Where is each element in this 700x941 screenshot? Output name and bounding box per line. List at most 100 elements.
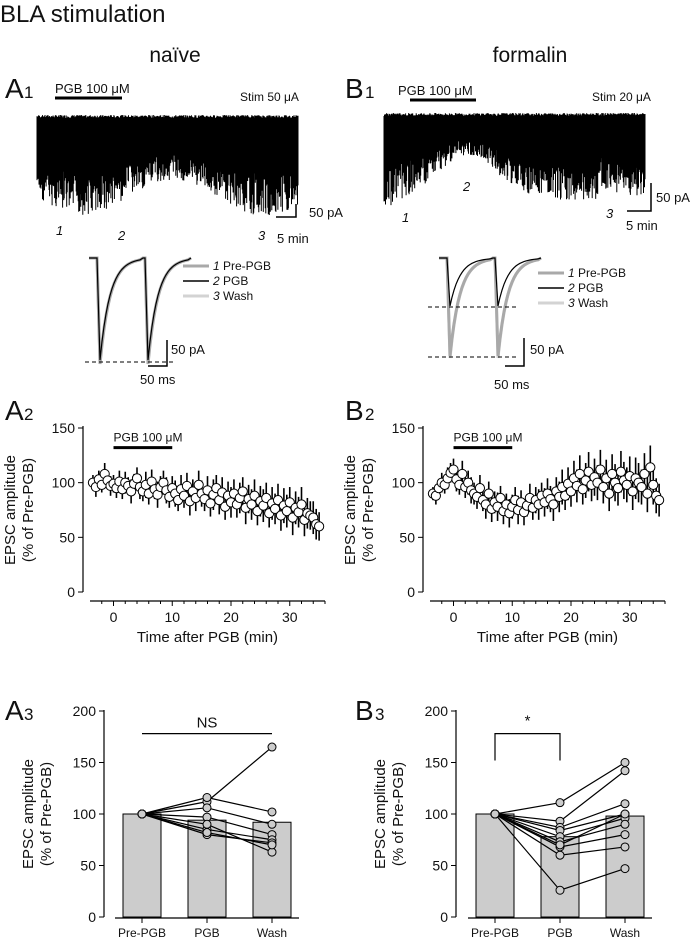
data-point [645, 462, 656, 473]
y-tick-label: 150 [392, 420, 416, 436]
y-axis-label: EPSC amplitude [2, 455, 19, 565]
y-tick-label: 200 [425, 703, 449, 719]
legend-label: Wash [578, 296, 608, 310]
svg-text:2: 2 [24, 405, 33, 424]
x-tick-label: 10 [504, 609, 520, 625]
inset-wave-wash [439, 256, 542, 359]
drug-label-a1: PGB 100 μM [55, 81, 130, 96]
paired-point [555, 850, 565, 860]
x-axis-label: Time after PGB (min) [477, 629, 618, 646]
x-tick-label: Wash [257, 926, 287, 940]
paired-point [137, 809, 147, 819]
paired-point [202, 793, 212, 803]
y-tick-label: 100 [425, 806, 449, 822]
y-axis-label-units: (% of Pre-PGB) [360, 458, 377, 562]
x-axis-label: Time after PGB (min) [137, 629, 278, 646]
y-tick-label: 50 [399, 529, 415, 545]
scale-bar-a1 [276, 204, 297, 218]
data-point [595, 464, 606, 475]
paired-point [555, 840, 565, 850]
data-point [639, 468, 650, 480]
panel-label-b2: B 2 [345, 395, 374, 426]
timepoint-a1-3: 3 [258, 228, 266, 243]
timepoint-a1-2: 2 [117, 228, 126, 243]
data-point [483, 488, 494, 499]
timepoint-b1-1: 1 [402, 210, 409, 225]
svg-text:2: 2 [365, 405, 374, 424]
x-tick-label: Pre-PGB [471, 926, 519, 940]
paired-point [620, 842, 630, 852]
paired-point [620, 809, 630, 819]
paired-point [620, 766, 630, 776]
y-tick-label: 200 [73, 703, 97, 719]
data-point [131, 473, 143, 484]
data-point [314, 521, 325, 532]
trace-a1: PGB 100 μM Stim 50 μA 50 pA 5 min 1 2 3 [36, 81, 343, 246]
svg-text:B: B [355, 695, 374, 726]
svg-text:A: A [5, 73, 24, 104]
y-axis-label-units: (% of Pre-PGB) [20, 458, 37, 562]
paired-point [620, 819, 630, 829]
drug-bar-label: PGB 100 μM [454, 431, 523, 445]
legend-num: 2 [567, 281, 575, 295]
paired-point [620, 799, 630, 809]
data-point [296, 499, 307, 510]
paired-point [202, 819, 212, 829]
svg-text:1: 1 [365, 83, 374, 102]
figure-title: BLA stimulation [0, 1, 165, 28]
legend-num: 1 [568, 266, 575, 280]
y-tick-label: 100 [73, 806, 97, 822]
data-point [612, 483, 624, 494]
inset-wave-pgb [439, 257, 542, 307]
y-tick-label: 0 [88, 909, 96, 925]
paired-point [555, 885, 565, 895]
trace-sweeps [383, 113, 646, 206]
paired-point [267, 742, 277, 752]
scale-bar-b1 [627, 183, 652, 212]
x-tick-label: 0 [110, 609, 118, 625]
annotation-label: NS [197, 715, 218, 732]
panel-label-a2: A 2 [5, 395, 33, 426]
scale-x-b1: 5 min [626, 218, 658, 233]
chart-b3: 0 50 100 150 200 EPSC amplitude (% of Pre-PGB)… [372, 703, 652, 940]
data-point [636, 481, 647, 493]
paired-point [620, 758, 630, 767]
inset-scale-a1 [148, 340, 168, 367]
y-tick-label: 150 [425, 755, 449, 771]
legend-label: PGB [223, 274, 248, 288]
trace-b1: PGB 100 μM Stim 20 μA 50 pA 5 min 1 2 3 [383, 83, 690, 233]
timepoint-b1-3: 3 [606, 206, 614, 221]
data-point [607, 468, 618, 480]
x-tick-label: Pre-PGB [118, 926, 166, 940]
paired-point [202, 828, 212, 838]
svg-text:B: B [345, 73, 364, 104]
column-title-left: naïve [149, 44, 200, 67]
svg-text:3: 3 [375, 705, 384, 724]
legend-label: Wash [223, 289, 253, 303]
annotation-bracket [494, 733, 561, 761]
y-tick-label: 50 [59, 529, 75, 545]
y-axis-label: EPSC amplitude [20, 759, 37, 869]
paired-point [490, 809, 500, 819]
trace-a1-signal [36, 115, 299, 215]
inset-scale-x-b1: 50 ms [494, 377, 530, 392]
legend-label: Pre-PGB [223, 259, 271, 273]
data-point [193, 479, 204, 490]
y-tick-label: 50 [432, 858, 448, 874]
stim-label-a1: Stim 50 μA [240, 90, 299, 104]
data-point [654, 495, 665, 506]
paired-point [267, 819, 277, 829]
data-point [237, 486, 248, 497]
column-title-right: formalin [493, 44, 568, 67]
data-point [604, 488, 615, 499]
legend-label: Pre-PGB [578, 266, 626, 280]
y-tick-label: 150 [52, 420, 76, 436]
y-axis-label-units: (% of Pre-PGB) [38, 762, 55, 866]
timepoint-b1-2: 2 [462, 179, 471, 194]
inset-wave-prepgb [439, 256, 542, 357]
drug-bar-label: PGB 100 μM [114, 431, 183, 445]
inset-scale-y-a1: 50 pA [171, 342, 205, 357]
paired-point [620, 864, 630, 874]
